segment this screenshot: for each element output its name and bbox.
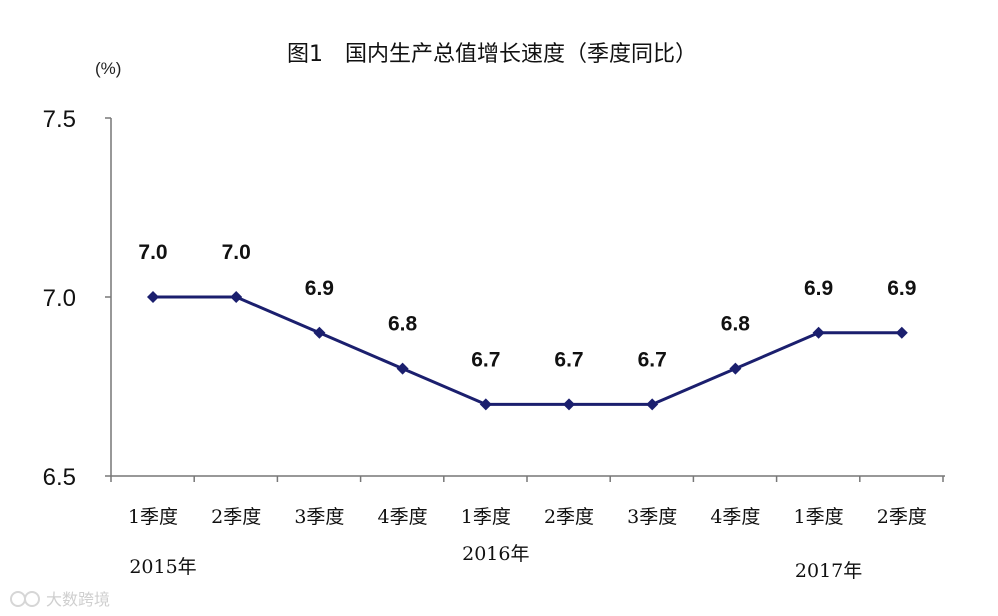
data-label: 6.7 <box>554 348 583 371</box>
data-point-marker <box>729 362 742 375</box>
x-tick-label: 1季度 <box>461 506 511 528</box>
x-tick-label: 2季度 <box>544 506 594 528</box>
data-label: 6.9 <box>804 277 833 300</box>
data-label: 7.0 <box>222 241 251 264</box>
data-label: 6.8 <box>388 313 418 336</box>
watermark-text: 大数跨境 <box>46 590 110 609</box>
x-tick-label: 3季度 <box>294 506 344 528</box>
data-label: 6.9 <box>305 277 334 300</box>
y-tick-label: 6.5 <box>43 464 76 491</box>
data-labels: 7.0 7.0 6.9 6.8 6.7 6.7 6.7 6.8 6.9 6.9 <box>138 241 916 371</box>
data-label: 7.0 <box>138 241 167 264</box>
x-tick-label: 2季度 <box>211 506 261 528</box>
y-tick-label: 7.5 <box>43 106 76 133</box>
year-label: 2015年 <box>129 556 196 578</box>
y-tick-labels: 6.5 7.0 7.5 <box>43 106 76 491</box>
data-point-marker <box>479 398 492 411</box>
data-point-marker <box>646 398 659 411</box>
series-layer <box>147 291 908 411</box>
chart-title: 图1 国内生产总值增长速度（季度同比） <box>287 42 697 67</box>
data-point-marker <box>313 326 326 339</box>
year-label: 2016年 <box>462 543 529 565</box>
data-label: 6.8 <box>721 313 751 336</box>
data-point-marker <box>563 398 575 411</box>
year-labels: 2015年 2016年 2017年 <box>129 543 862 582</box>
data-point-marker <box>396 362 409 375</box>
watermark-logo-icon <box>10 591 26 607</box>
x-tick-label: 2季度 <box>877 506 927 528</box>
axes <box>105 117 945 482</box>
x-tick-label: 4季度 <box>378 506 428 528</box>
data-point-marker <box>147 291 159 303</box>
watermark: 大数跨境 <box>10 590 110 609</box>
data-label: 6.7 <box>471 348 500 371</box>
data-point-marker <box>812 326 825 339</box>
data-point-marker <box>230 291 243 303</box>
x-tick-label: 1季度 <box>794 506 844 528</box>
x-tick-label: 4季度 <box>710 506 760 528</box>
y-tick-label: 7.0 <box>43 285 76 312</box>
data-point-marker <box>895 326 908 339</box>
year-label: 2017年 <box>795 560 862 582</box>
data-label: 6.7 <box>638 348 667 371</box>
x-tick-label: 1季度 <box>128 506 178 528</box>
series-line <box>153 295 902 406</box>
watermark-logo-ring-icon <box>24 591 40 607</box>
x-tick-label: 3季度 <box>627 506 677 528</box>
x-tick-labels: 1季度 2季度 3季度 4季度 1季度 2季度 3季度 4季度 1季度 2季度 <box>128 506 927 528</box>
y-unit-label: (%) <box>95 59 121 78</box>
data-label: 6.9 <box>887 277 916 300</box>
